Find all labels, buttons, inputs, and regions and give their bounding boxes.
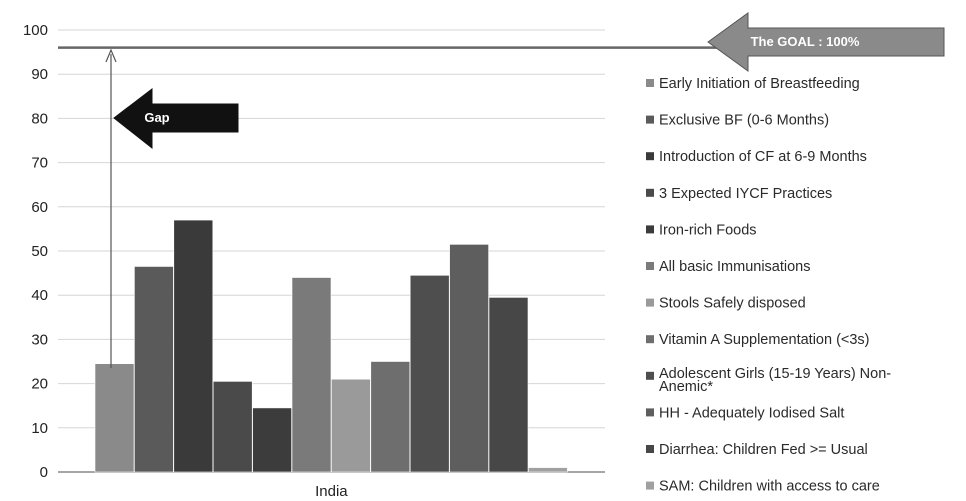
legend-label: Diarrhea: Children Fed >= Usual bbox=[659, 442, 868, 458]
legend-label: 3 Expected IYCF Practices bbox=[659, 186, 832, 202]
bar bbox=[449, 244, 489, 473]
x-category-label: India bbox=[315, 483, 348, 500]
x-axis-categories: India bbox=[315, 483, 348, 500]
y-tick-label: 80 bbox=[31, 110, 48, 127]
y-tick-label: 60 bbox=[31, 199, 48, 216]
legend-swatch bbox=[646, 371, 654, 380]
gap-arrowhead bbox=[105, 48, 117, 63]
legend-swatch bbox=[646, 188, 654, 197]
legend-swatch bbox=[646, 225, 654, 234]
legend-label: Introduction of CF at 6-9 Months bbox=[659, 149, 867, 165]
legend-label: HH - Adequately Iodised Salt bbox=[659, 405, 844, 421]
y-axis-ticks: 0 10 20 30 40 50 60 70 80 90 100 bbox=[23, 22, 48, 481]
annotations: The GOAL : 100% Gap bbox=[58, 12, 945, 368]
gap-label: Gap bbox=[144, 110, 169, 125]
goal-label: The GOAL : 100% bbox=[751, 34, 860, 49]
goal-arrow bbox=[707, 12, 945, 72]
bar bbox=[528, 467, 568, 473]
y-tick-label: 10 bbox=[31, 420, 48, 437]
y-tick-label: 40 bbox=[31, 287, 48, 304]
bar bbox=[173, 219, 214, 473]
legend-label: SAM: Children with access to care bbox=[659, 479, 880, 495]
legend-swatch bbox=[646, 115, 654, 124]
legend-swatch bbox=[646, 298, 654, 307]
bar bbox=[370, 361, 411, 473]
legend-label: Early Initiation of Breastfeeding bbox=[659, 76, 860, 92]
bar bbox=[252, 407, 292, 473]
y-tick-label: 20 bbox=[31, 376, 48, 393]
legend: Early Initiation of Breastfeeding Exclusi… bbox=[646, 76, 891, 495]
y-tick-label: 100 bbox=[23, 22, 48, 39]
legend-swatch bbox=[646, 79, 654, 87]
y-tick-label: 70 bbox=[31, 155, 48, 172]
bar bbox=[212, 381, 253, 473]
y-tick-label: 90 bbox=[31, 66, 48, 83]
y-tick-label: 30 bbox=[31, 331, 48, 348]
legend-swatch bbox=[646, 335, 654, 344]
bar bbox=[409, 275, 450, 473]
bar bbox=[488, 297, 529, 473]
legend-label: All basic Immunisations bbox=[659, 259, 811, 275]
bar bbox=[94, 363, 135, 473]
legend-label: Stools Safely disposed bbox=[659, 296, 806, 312]
legend-swatch bbox=[646, 262, 654, 270]
bar bbox=[331, 378, 371, 473]
legend-label: Exclusive BF (0-6 Months) bbox=[659, 113, 829, 129]
gap-arrow bbox=[113, 87, 239, 150]
bar bbox=[134, 266, 174, 473]
y-tick-label: 50 bbox=[31, 243, 48, 260]
bar bbox=[291, 277, 332, 473]
legend-swatch bbox=[646, 445, 654, 453]
legend-swatch bbox=[646, 408, 654, 417]
legend-swatch bbox=[646, 481, 654, 490]
bars bbox=[94, 219, 568, 473]
legend-label: Iron-rich Foods bbox=[659, 222, 757, 238]
legend-label: Vitamin A Supplementation (<3s) bbox=[659, 332, 870, 348]
legend-swatch bbox=[646, 152, 654, 161]
legend-label: Adolescent Girls (15-19 Years) Non-Anemi… bbox=[659, 366, 891, 395]
y-tick-label: 0 bbox=[40, 464, 48, 481]
